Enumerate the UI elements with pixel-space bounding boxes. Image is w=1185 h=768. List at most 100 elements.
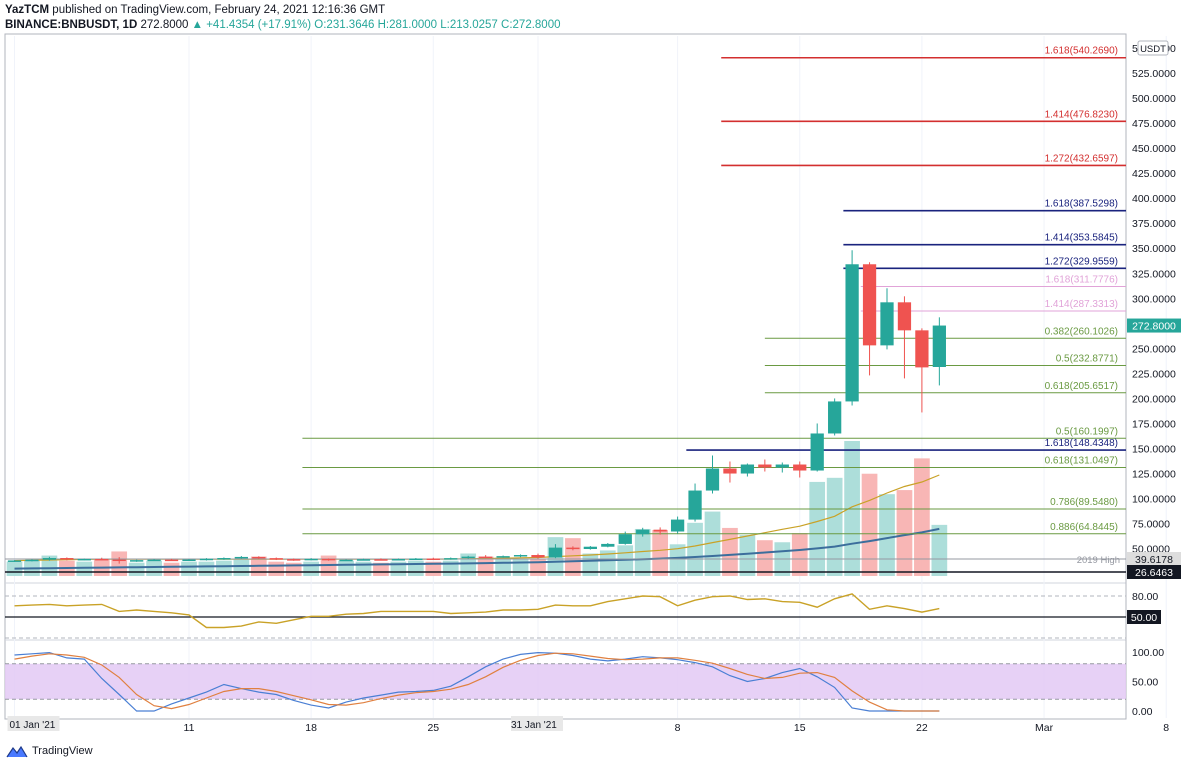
candle-body — [287, 559, 301, 561]
candle-body — [252, 556, 266, 559]
chart-frame — [4, 33, 1127, 720]
volume-bar — [268, 561, 285, 576]
candle-body — [182, 559, 196, 562]
time-axis-label: 8 — [675, 722, 681, 734]
price-tick-label: 250.0000 — [1132, 343, 1176, 355]
candle-body — [670, 519, 685, 532]
candle-body — [601, 543, 615, 547]
candle-body — [688, 490, 702, 520]
volume-bar — [861, 473, 878, 576]
fib-level-label: 1.618(540.2690) — [1045, 46, 1118, 57]
close-value: C:272.8000 — [501, 19, 561, 31]
volume-bar — [303, 561, 320, 576]
price-change: ▲ +41.4354 (+17.91%) — [191, 19, 312, 31]
symbol-label[interactable]: BINANCE:BNBUSDT, 1D — [5, 19, 138, 31]
fib-level-label: 1.618(311.7776) — [1045, 275, 1118, 286]
low-value: L:213.0257 — [440, 19, 498, 31]
rsi-tick-label: 80.00 — [1132, 591, 1158, 603]
time-axis-label: Mar — [1035, 722, 1054, 734]
candle-body — [932, 325, 946, 367]
candle-body — [391, 559, 406, 561]
price-tick-label: 500.0000 — [1132, 93, 1176, 105]
volume-bar — [844, 441, 860, 576]
candle-body — [461, 556, 475, 559]
candle-body — [845, 264, 859, 402]
volume-bar — [198, 561, 215, 576]
volume-bar — [599, 550, 616, 576]
candle-body — [112, 559, 126, 562]
volume-bar — [722, 527, 738, 576]
candle-body — [723, 468, 737, 474]
fib-level-label: 1.272(329.9559) — [1045, 256, 1118, 267]
volume-bar — [181, 561, 197, 576]
fib-level-label: 0.382(260.1026) — [1045, 326, 1118, 337]
volume-bar — [931, 524, 948, 576]
candle-body — [915, 330, 929, 368]
current-price-tag — [1127, 318, 1181, 333]
volume-bar — [879, 494, 895, 576]
fib-level-label: 1.618(148.4348) — [1045, 438, 1118, 449]
volume-bar — [634, 528, 651, 576]
volume-bar — [495, 557, 511, 576]
fib-level-label: 0.5(160.1997) — [1056, 426, 1118, 437]
tradingview-brand[interactable]: TradingView — [32, 745, 93, 757]
price-tick-label: 325.0000 — [1132, 268, 1176, 280]
stoch-tick-label: 100.00 — [1132, 647, 1164, 659]
time-axis-label: 01 Jan '21 — [10, 720, 56, 731]
price-tick-label: 150.0000 — [1132, 443, 1176, 455]
volume-bar — [338, 560, 354, 576]
time-axis-label: 25 — [427, 722, 439, 734]
time-axis-label: 31 Jan '21 — [511, 720, 557, 731]
volume-bar — [163, 562, 180, 576]
volume-bar — [652, 529, 669, 576]
price-tick-label: 450.0000 — [1132, 143, 1176, 155]
time-grid — [14, 36, 1167, 718]
volume-bar — [669, 544, 686, 576]
low-price-tag — [1127, 565, 1181, 579]
high-2019-value: 39.6178 — [1135, 554, 1173, 566]
candle-body — [758, 464, 772, 468]
high-2019-tag — [1127, 552, 1181, 567]
candle-body — [199, 558, 214, 561]
candle-body — [583, 546, 597, 550]
candle-body — [880, 302, 894, 346]
price-tick-label: 200.0000 — [1132, 393, 1176, 405]
candle-body — [740, 464, 755, 474]
volume-bar — [826, 477, 843, 576]
publish-line: YazTCM published on TradingView.com, Feb… — [5, 3, 561, 17]
candle-body — [217, 558, 231, 560]
time-axis-label: 8 — [1163, 722, 1169, 734]
candle-body — [775, 464, 789, 468]
low-price-label: 26.6463 — [1135, 567, 1173, 579]
volume-bar — [146, 560, 162, 576]
author-name[interactable]: YazTCM — [5, 4, 50, 16]
stoch-tick-label: 50.00 — [1132, 677, 1158, 689]
stoch-tick-label: 0.00 — [1132, 706, 1153, 718]
price-unit-label: USDT — [1140, 44, 1166, 55]
stoch-d-line — [14, 652, 940, 712]
candle-body — [130, 560, 144, 562]
volume-bar — [914, 458, 930, 576]
fib-level-label: 0.5(232.8771) — [1056, 354, 1118, 365]
price-tick-label: 300.0000 — [1132, 293, 1176, 305]
candle-body — [409, 558, 423, 561]
time-axis-label: 11 — [184, 722, 195, 734]
volume-bar — [896, 490, 913, 576]
moving-average-slow — [14, 527, 940, 570]
candle-body — [566, 547, 580, 550]
candle-body — [269, 558, 283, 560]
chart-header: YazTCM published on TradingView.com, Feb… — [5, 3, 561, 32]
time-label-box — [511, 716, 563, 731]
candle-body — [147, 559, 161, 562]
fib-level-label: 0.886(64.8445) — [1050, 522, 1118, 533]
price-tick-label: 100.0000 — [1132, 494, 1176, 506]
candle-body — [25, 559, 39, 562]
volume-bar — [111, 551, 128, 576]
time-axis-label: 18 — [305, 722, 317, 734]
price-tick-label: 400.0000 — [1132, 193, 1176, 205]
candle-body — [548, 547, 563, 558]
time-label-box — [7, 716, 60, 731]
last-price: 272.8000 — [140, 19, 189, 31]
candle-body — [374, 559, 388, 561]
